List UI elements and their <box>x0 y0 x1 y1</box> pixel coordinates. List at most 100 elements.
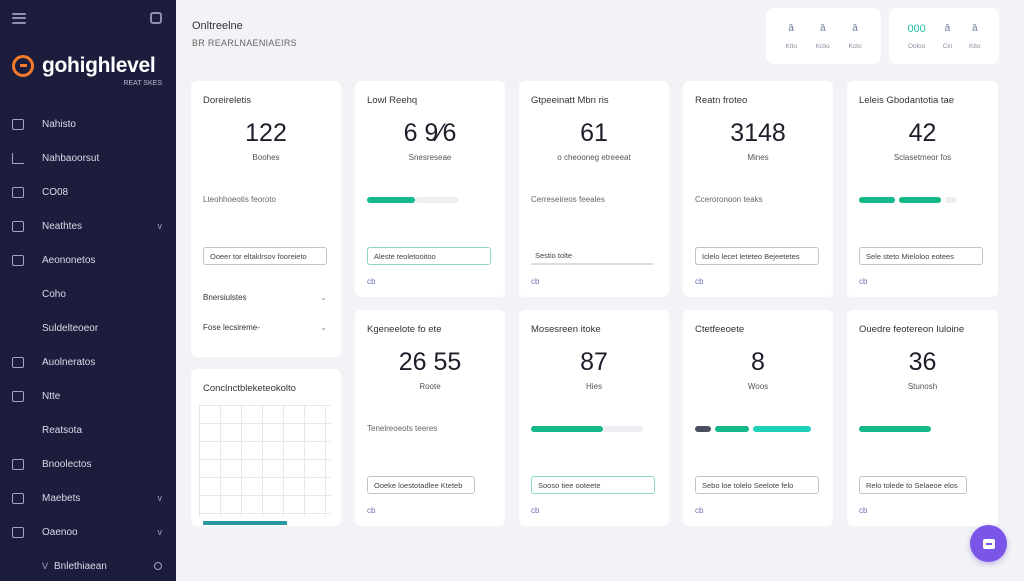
menu-icon[interactable] <box>12 12 26 24</box>
card-unit: o cheooneg etreeeat <box>557 153 631 162</box>
card-caption: Lteohhoeotis feoroto <box>203 195 276 204</box>
filter-input[interactable]: Sele steto Mieloloo eotees <box>859 247 983 265</box>
sidebar-item-bnlethiaean[interactable]: V Bnlethiaean <box>0 549 176 581</box>
card-title: Lowl Reehq <box>367 95 418 106</box>
reports-icon <box>12 458 24 470</box>
progress-segment <box>715 426 749 432</box>
stat-icon: ā <box>971 22 978 34</box>
stat-icon: ā <box>944 22 951 34</box>
progress-segment <box>899 197 941 203</box>
card-link[interactable]: cb <box>531 506 540 515</box>
chevron-down-icon[interactable]: v <box>157 493 163 503</box>
chevron-down-icon[interactable]: v <box>157 527 163 537</box>
page-title: Onltreelne <box>192 20 243 32</box>
card-title: Leleis Gbodantotia tae <box>859 95 955 106</box>
filter-input[interactable]: Sestio tolte <box>531 247 653 265</box>
sidebar-item-oaenoo[interactable]: Oaenoo v <box>0 515 176 549</box>
mini-chart-card: Conclnctbleketeokolto <box>191 369 341 526</box>
summary-card: Doreireletis 122 Boohes Lteohhoeotis feo… <box>191 81 341 357</box>
logo-mark-icon <box>12 55 34 77</box>
card-title: Ouedre feotereon Iuloine <box>859 324 965 335</box>
card-title: Mosesreen itoke <box>531 324 601 335</box>
sidebar-item-aeononetos[interactable]: Aeononetos <box>0 243 176 277</box>
card-unit: Sclasetmeor fos <box>893 153 952 162</box>
sidebar-item-ntte[interactable]: Ntte <box>0 379 176 413</box>
dashboard-icon <box>12 118 24 130</box>
filter-input[interactable]: Iclelo lecet leteteo Bejeetetes <box>695 247 819 265</box>
card-unit: Woos <box>747 382 769 391</box>
sidebar-item-auolneratos[interactable]: Auolneratos <box>0 345 176 379</box>
chat-icon <box>982 538 995 549</box>
sidebar-subitem-reatsota[interactable]: Reatsota <box>42 424 83 436</box>
card-title: Ctetfeeoete <box>695 324 745 335</box>
filter-input[interactable]: Sebo loe tolelo Seelote felo <box>695 476 819 494</box>
trend-icon <box>12 152 24 164</box>
quick-stat[interactable]: ā Cki <box>942 22 953 50</box>
quick-stat[interactable]: 000 Ooloo <box>907 22 926 50</box>
filter-input[interactable]: Relo tolede to Selaeoe elos <box>859 476 967 494</box>
chat-button[interactable] <box>970 525 1007 562</box>
sidebar-item-maebets[interactable]: Maebets v <box>0 481 176 515</box>
quick-stats-left: ā Ktto ā Kclio ā Kcto <box>766 8 881 64</box>
filter-input[interactable]: Sooso tiee ooteete <box>531 476 655 494</box>
card-value: 26 55 <box>398 348 462 376</box>
filter-input[interactable]: Ooeer tor eltaklrsov fooreieto <box>203 247 327 265</box>
metric-card: Gtpeeinatt Mbn ris 61 o cheooneg etreeea… <box>519 81 669 297</box>
card-link[interactable]: cb <box>367 506 376 515</box>
logo[interactable]: gohighlevel <box>0 46 176 86</box>
card-value: 3148 <box>730 119 786 147</box>
card-unit: Stunosh <box>907 382 938 391</box>
sidebar-subitem-suldelteoeor[interactable]: Suldelteoeor <box>42 322 99 334</box>
filter-input[interactable]: Ooeke loestotadlee Kteteb <box>367 476 475 494</box>
card-caption: Tenelreoeots teeres <box>367 424 438 433</box>
sidebar-item-nahbaoorsut[interactable]: Nahbaoorsut <box>0 141 176 175</box>
logo-subtitle: REAT SKES <box>123 80 162 87</box>
card-title: Conclnctbleketeokolto <box>203 383 296 394</box>
card-title: Reatn froteo <box>695 95 748 106</box>
quick-stat[interactable]: ā Kcto <box>848 22 862 50</box>
card-value: 122 <box>245 119 287 147</box>
sidebar-item-bnoolectos[interactable]: Bnoolectos <box>0 447 176 481</box>
card-link[interactable]: cb <box>531 277 540 286</box>
quick-stat[interactable]: ā Ktto <box>968 22 981 50</box>
progress-segment <box>859 197 895 203</box>
card-link[interactable]: cb <box>367 277 376 286</box>
marketing-icon <box>12 492 24 504</box>
sidebar: gohighlevel REAT SKES Nahisto Nahbaoorsu… <box>0 0 176 581</box>
card-title: Gtpeeinatt Mbn ris <box>531 95 609 106</box>
progress-segment <box>753 426 811 432</box>
card-caption: Cerreseireos feeales <box>531 195 605 204</box>
sidebar-subitem-coho[interactable]: Coho <box>42 288 66 300</box>
filter-input[interactable]: Aleste teoletooitoo <box>367 247 491 265</box>
sidebar-item-nahisto[interactable]: Nahisto <box>0 107 176 141</box>
chevron-down-icon: ⌄ <box>320 293 327 302</box>
card-title: Kgeneelote fo ete <box>367 324 442 335</box>
sidebar-item-neathtes[interactable]: Neathtes v <box>0 209 176 243</box>
progress-fill <box>367 197 415 203</box>
select-row[interactable]: Fose lecsireme- ⌄ <box>203 323 327 332</box>
stat-icon: 000 <box>907 22 926 35</box>
collapse-icon[interactable] <box>150 12 162 24</box>
card-link[interactable]: cb <box>695 277 704 286</box>
card-unit: Roote <box>419 382 441 391</box>
progress-track <box>415 197 459 203</box>
quick-stats-right: 000 Ooloo ā Cki ā Ktto <box>889 8 999 64</box>
chevron-down-icon[interactable]: v <box>157 221 163 231</box>
quick-stat[interactable]: ā Kclio <box>815 22 830 50</box>
card-unit: Hies <box>585 382 602 391</box>
quick-stat[interactable]: ā Ktto <box>785 22 797 50</box>
status-dot-icon <box>154 562 162 570</box>
card-unit: Mines <box>747 153 769 162</box>
card-link[interactable]: cb <box>859 506 868 515</box>
card-link[interactable]: cb <box>695 506 704 515</box>
metric-card: Ouedre feotereon Iuloine 36 Stunosh Relo… <box>847 310 998 526</box>
calendar-icon <box>12 220 24 232</box>
sidebar-item-co08[interactable]: CO08 <box>0 175 176 209</box>
metric-card: Ctetfeeoete 8 Woos Sebo loe tolelo Seelo… <box>683 310 833 526</box>
select-row[interactable]: Bnersiulstes ⌄ <box>203 293 327 302</box>
sidebar-nav: Nahisto Nahbaoorsut CO08 Neathtes v Aeono… <box>0 107 176 581</box>
page-header: Onltreelne BR REARLNAENIAEIRS <box>192 20 297 48</box>
card-link[interactable]: cb <box>859 277 868 286</box>
automation-icon <box>12 356 24 368</box>
sites-icon <box>12 526 24 538</box>
